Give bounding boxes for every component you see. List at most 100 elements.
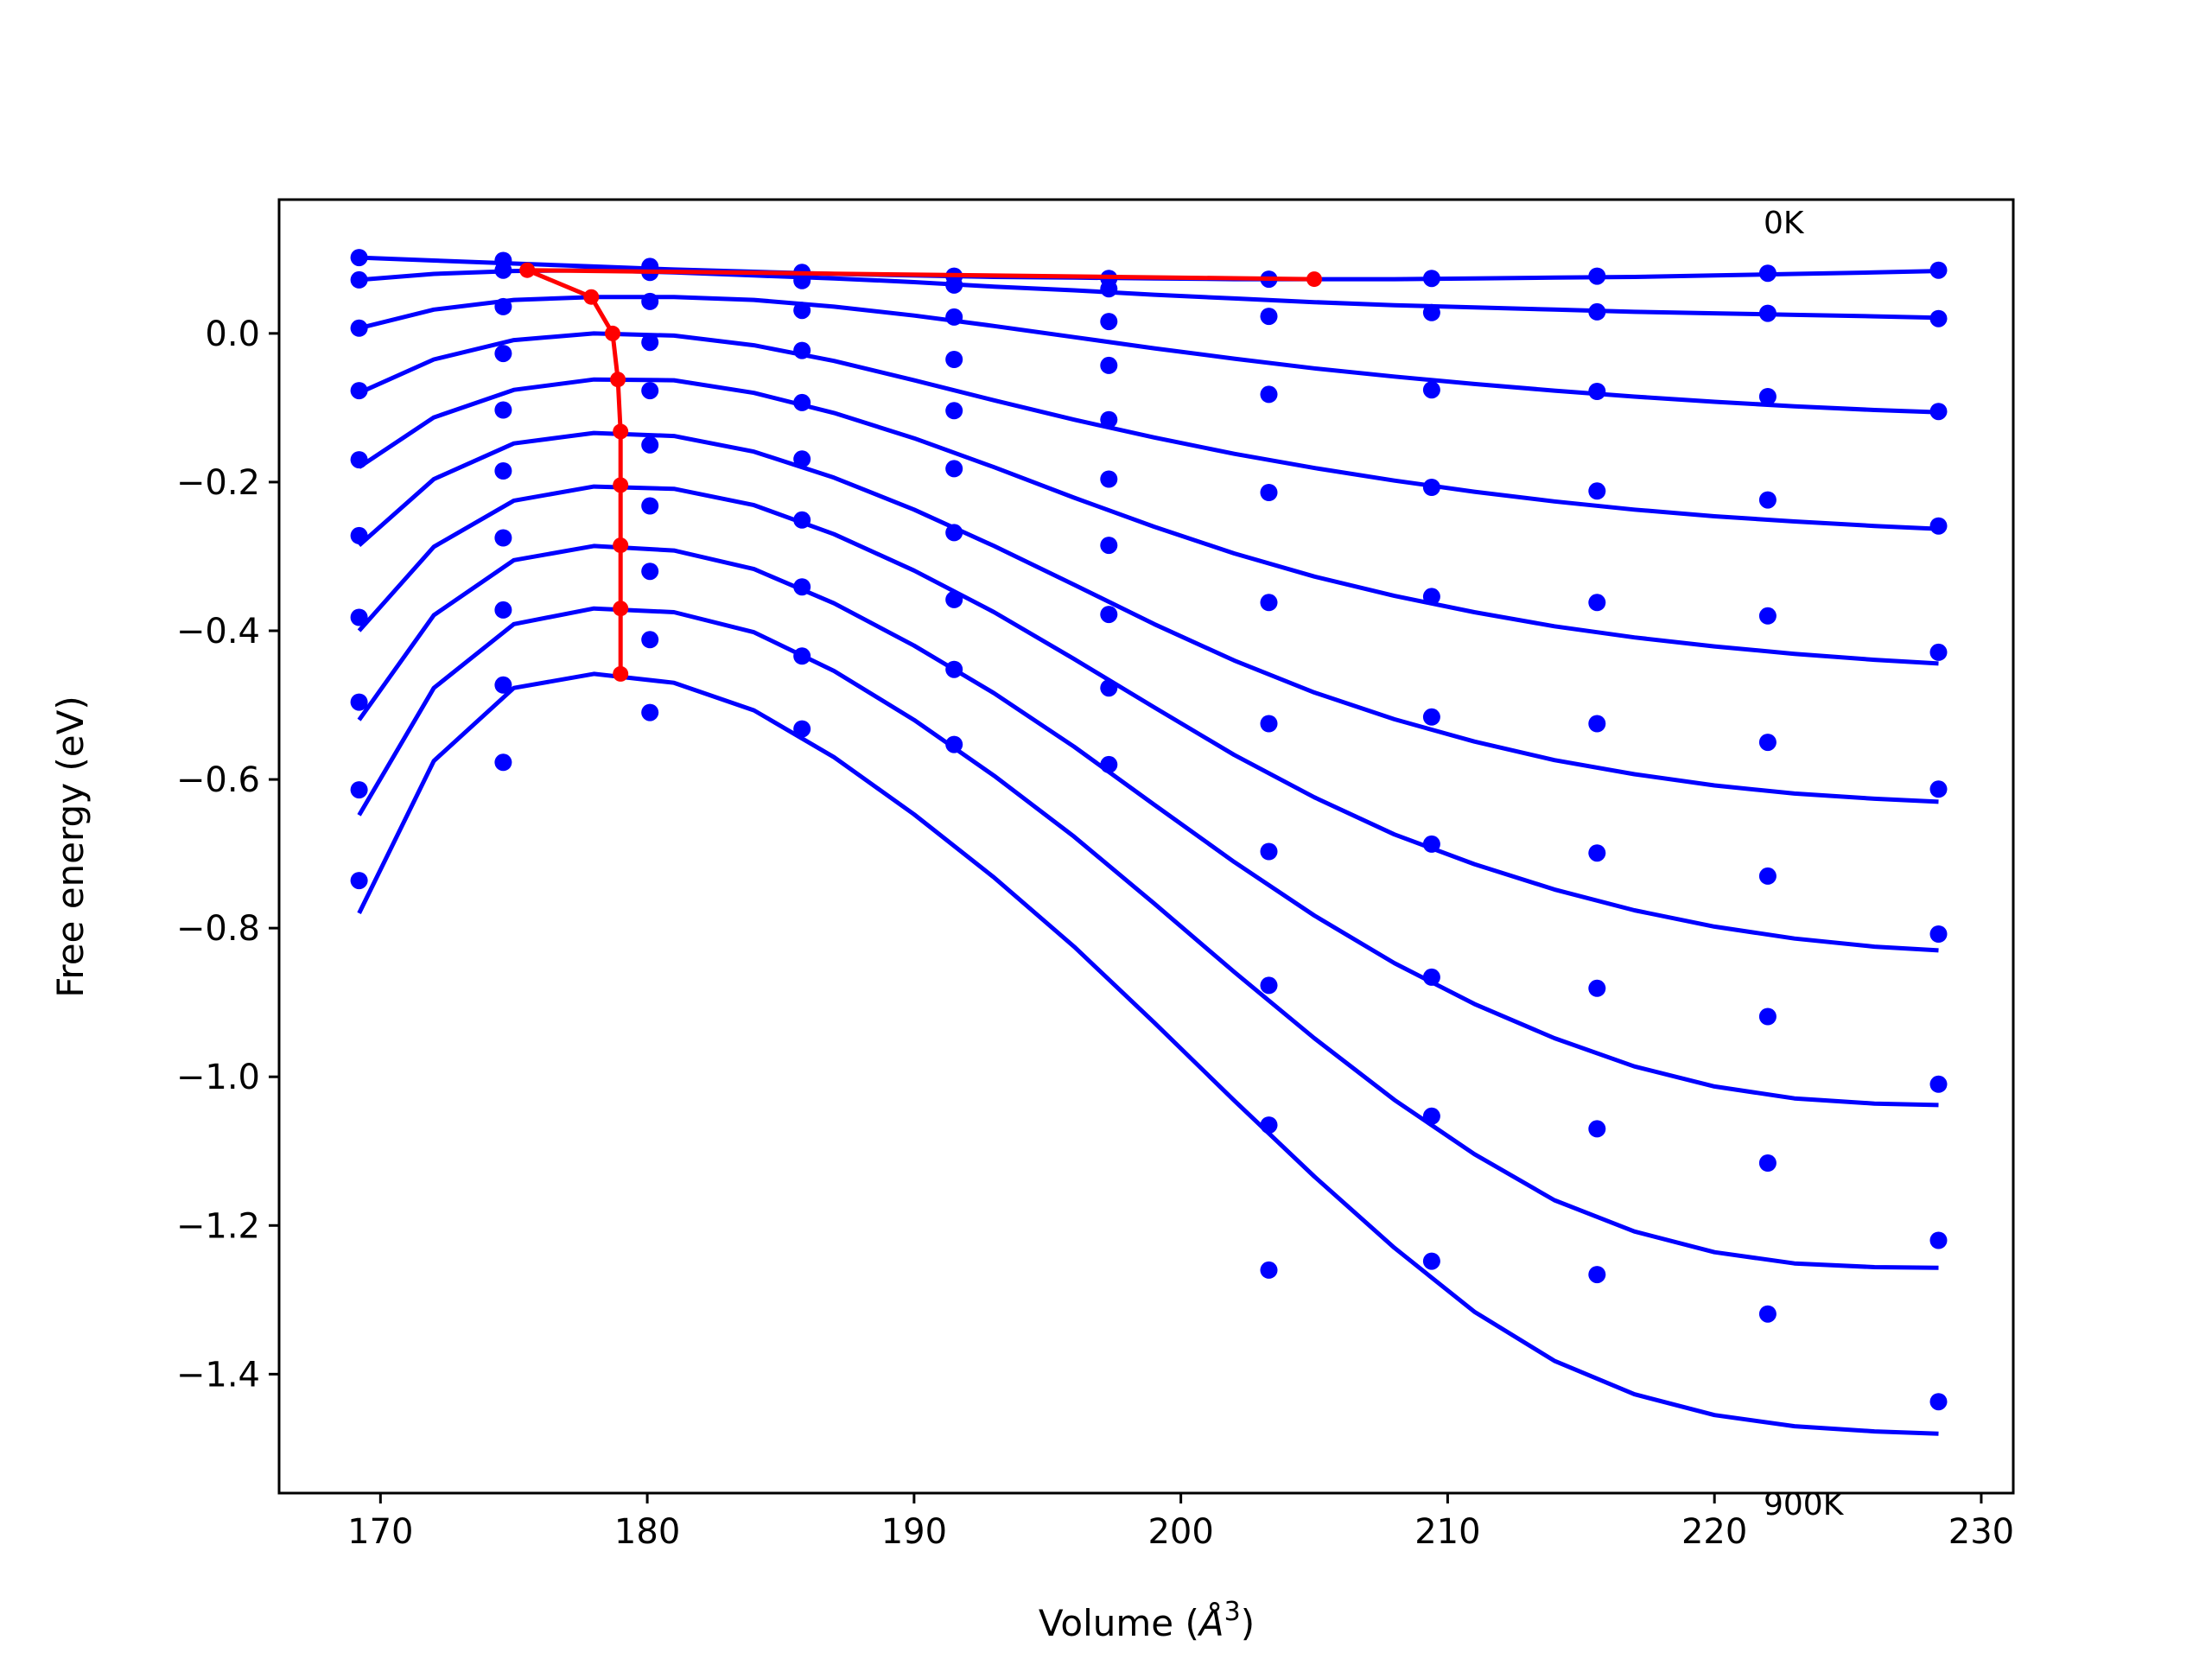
data-point-8-4 [945, 660, 963, 678]
y-tick-label-2: −0.4 [176, 612, 260, 652]
annotation-900k: 900K [1764, 1487, 1845, 1522]
data-point-7-0 [350, 693, 368, 711]
data-point-6-4 [945, 524, 963, 542]
data-point-8-0 [350, 781, 368, 799]
x-tick-label-3: 200 [1147, 1512, 1213, 1552]
data-point-0-8 [1588, 267, 1606, 285]
data-point-4-2 [641, 382, 659, 400]
plot-area [350, 249, 1948, 1436]
data-point-4-7 [1422, 588, 1440, 606]
x-axis-label-unit: Å [1197, 1601, 1224, 1644]
data-point-6-6 [1260, 842, 1278, 861]
minimum-path-point-8 [613, 601, 629, 617]
data-point-3-6 [1260, 484, 1278, 501]
data-point-7-2 [641, 563, 659, 581]
data-point-5-5 [1100, 470, 1118, 488]
data-point-5-1 [494, 462, 512, 480]
minimum-path-line [524, 268, 1315, 674]
fit-curve-3 [358, 331, 1939, 531]
data-point-9-1 [494, 753, 512, 772]
data-point-2-2 [641, 292, 659, 310]
data-point-4-5 [1100, 410, 1118, 429]
minimum-path-point-3 [605, 325, 620, 341]
minimum-path-point-4 [610, 372, 626, 388]
data-point-6-0 [350, 608, 368, 626]
data-point-8-8 [1588, 1120, 1606, 1138]
x-tick-label-0: 170 [347, 1512, 413, 1552]
x-tick-label-6: 230 [1948, 1512, 2014, 1552]
minimum-path-point-7 [613, 537, 629, 554]
y-tick-label-0: 0.0 [205, 315, 260, 354]
data-point-7-10 [1929, 1075, 1948, 1093]
data-point-7-9 [1758, 1007, 1777, 1026]
data-point-9-2 [641, 703, 659, 721]
data-point-2-3 [793, 302, 811, 320]
x-axis-label-close: ) [1241, 1602, 1255, 1644]
data-point-9-7 [1422, 1252, 1440, 1270]
annotation-0k: 0K [1764, 206, 1805, 241]
data-point-9-5 [1100, 755, 1118, 773]
data-point-2-5 [1100, 313, 1118, 331]
data-point-5-7 [1422, 708, 1440, 726]
data-point-1-6 [1260, 308, 1278, 326]
data-point-4-6 [1260, 594, 1278, 612]
data-point-1-3 [793, 271, 811, 289]
data-point-6-9 [1758, 867, 1777, 885]
data-point-9-8 [1588, 1266, 1606, 1284]
data-point-5-10 [1929, 780, 1948, 798]
data-point-3-3 [793, 341, 811, 359]
data-point-7-8 [1588, 979, 1606, 997]
data-point-5-3 [793, 450, 811, 468]
data-point-4-9 [1758, 607, 1777, 625]
minimum-path-point-9 [613, 665, 629, 682]
data-point-9-3 [793, 720, 811, 738]
data-point-1-8 [1588, 302, 1606, 321]
data-point-0-0 [350, 249, 368, 267]
x-tick-label-4: 210 [1414, 1512, 1480, 1552]
data-point-2-4 [945, 308, 963, 326]
data-point-3-1 [494, 345, 512, 363]
plot-frame [277, 198, 2015, 1495]
y-tick-label-4: −0.8 [176, 909, 260, 949]
data-point-4-8 [1588, 594, 1606, 612]
minimum-path-point-5 [613, 423, 629, 440]
data-point-0-10 [1929, 261, 1948, 279]
x-axis-label-exponent: 3 [1224, 1597, 1241, 1627]
data-point-5-9 [1758, 734, 1777, 752]
data-point-6-7 [1422, 835, 1440, 853]
y-tick-label-6: −1.2 [176, 1206, 260, 1246]
data-point-4-3 [793, 393, 811, 411]
y-tick-label-5: −1.0 [176, 1058, 260, 1097]
minimum-path-point-0 [1306, 271, 1322, 288]
data-point-2-1 [494, 297, 512, 315]
data-point-7-6 [1260, 976, 1278, 995]
data-point-8-9 [1758, 1154, 1777, 1172]
data-point-1-7 [1422, 303, 1440, 321]
data-point-6-8 [1588, 844, 1606, 862]
minimum-path-point-6 [613, 477, 629, 493]
data-point-8-5 [1100, 679, 1118, 697]
data-point-7-4 [945, 590, 963, 608]
data-point-1-5 [1100, 280, 1118, 298]
data-point-5-0 [350, 526, 368, 544]
data-point-8-2 [641, 631, 659, 649]
data-point-5-4 [945, 460, 963, 478]
data-point-9-10 [1929, 1393, 1948, 1411]
fit-curve-2 [358, 295, 1939, 415]
data-point-1-0 [350, 270, 368, 289]
data-point-8-6 [1260, 1116, 1278, 1135]
data-point-6-2 [641, 497, 659, 515]
axis-ticks: 170 180 190 200 210 220 230 0.0 −0.2 −0.4 −0.6 −0.8… [176, 315, 2014, 1552]
data-point-3-5 [1100, 356, 1118, 374]
data-point-8-1 [494, 676, 512, 694]
data-point-0-9 [1758, 264, 1777, 283]
data-point-6-10 [1929, 925, 1948, 943]
data-point-3-4 [945, 351, 963, 368]
y-axis-label: Free energy (eV) [49, 696, 92, 998]
data-point-9-4 [945, 735, 963, 753]
data-point-5-8 [1588, 715, 1606, 733]
data-point-8-3 [793, 647, 811, 665]
y-tick-label-3: −0.6 [176, 760, 260, 800]
x-axis-label: Volume (Å3) [1039, 1597, 1255, 1644]
